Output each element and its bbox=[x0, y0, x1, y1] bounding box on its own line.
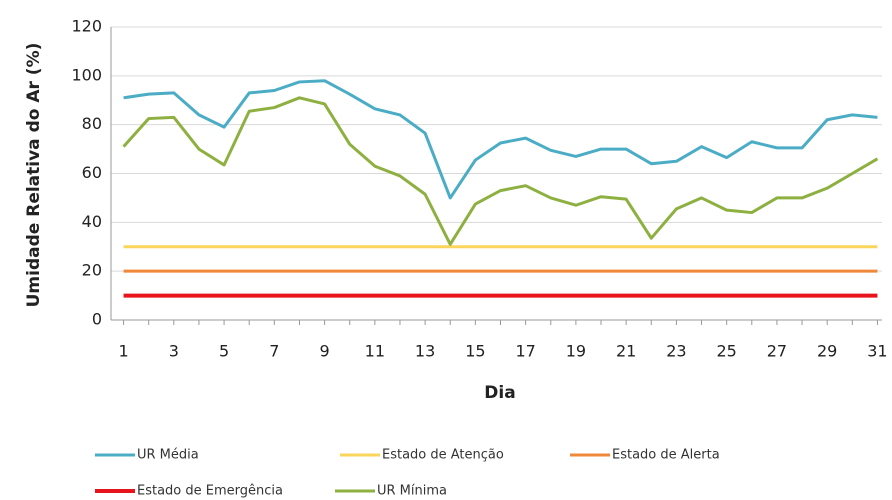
legend-label: Estado de Atenção bbox=[382, 448, 504, 463]
x-tick-label: 13 bbox=[415, 342, 435, 361]
legend-label: Estado de Alerta bbox=[612, 448, 720, 463]
x-tick-label: 23 bbox=[666, 342, 686, 361]
legend-label: UR Mínima bbox=[377, 484, 447, 499]
x-tick-label: 15 bbox=[465, 342, 485, 361]
series-line bbox=[122, 96, 879, 246]
x-tick-label: 25 bbox=[716, 342, 736, 361]
series-line bbox=[123, 79, 878, 200]
x-axis-title: Dia bbox=[484, 383, 515, 403]
x-tick-label: 19 bbox=[566, 342, 586, 361]
y-tick-label: 100 bbox=[71, 65, 102, 84]
y-tick-label: 40 bbox=[82, 212, 102, 231]
y-tick-label: 80 bbox=[82, 114, 102, 133]
x-tick-label: 3 bbox=[169, 342, 179, 361]
x-tick-label: 9 bbox=[320, 342, 330, 361]
x-tick-label: 7 bbox=[269, 342, 279, 361]
y-tick-label: 120 bbox=[71, 17, 102, 36]
x-tick-label: 11 bbox=[365, 342, 385, 361]
x-tick-label: 27 bbox=[767, 342, 787, 361]
y-axis-title: Umidade Relativa do Ar (%) bbox=[24, 43, 44, 308]
y-tick-label: 20 bbox=[82, 261, 102, 280]
x-tick-label: 17 bbox=[515, 342, 535, 361]
x-tick-label: 5 bbox=[219, 342, 229, 361]
x-tick-label: 29 bbox=[817, 342, 837, 361]
legend-label: UR Média bbox=[137, 448, 199, 463]
x-tick-label: 21 bbox=[616, 342, 636, 361]
y-tick-label: 60 bbox=[82, 163, 102, 182]
x-tick-label: 31 bbox=[867, 342, 887, 361]
y-tick-label: 0 bbox=[92, 310, 102, 329]
x-tick-label: 1 bbox=[118, 342, 128, 361]
legend-label: Estado de Emergência bbox=[137, 484, 283, 499]
